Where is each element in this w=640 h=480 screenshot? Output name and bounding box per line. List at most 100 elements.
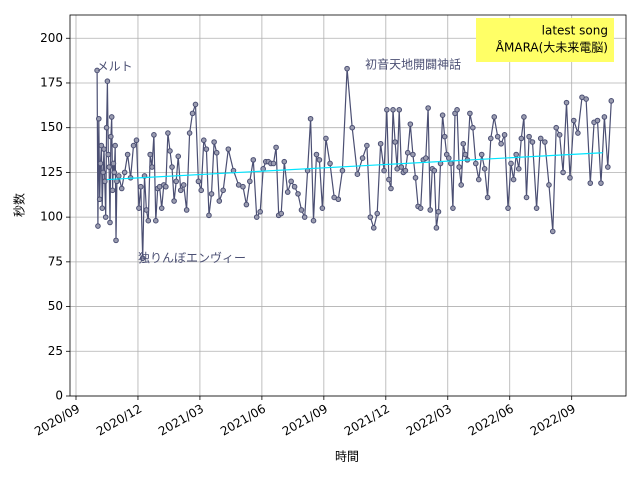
- data-point: [349, 124, 356, 131]
- data-point: [102, 214, 109, 220]
- y-tick-label: 100: [40, 210, 63, 224]
- data-point: [211, 139, 217, 145]
- data-point: [570, 117, 577, 124]
- annotation: メルト: [97, 59, 133, 73]
- data-point: [412, 174, 419, 181]
- data-point: [467, 110, 473, 117]
- x-tick-label: 2021/06: [218, 402, 268, 439]
- data-point: [402, 167, 409, 174]
- data-point: [510, 176, 517, 183]
- data-point: [108, 133, 114, 140]
- data-point: [247, 178, 253, 185]
- data-point: [425, 105, 431, 111]
- data-point: [598, 180, 604, 186]
- data-point: [448, 160, 454, 167]
- y-tick-label: 175: [40, 75, 63, 89]
- data-point: [180, 182, 187, 188]
- annotation: 初音天地開闢神話: [365, 57, 461, 72]
- data-point: [124, 151, 131, 158]
- data-point: [243, 201, 250, 208]
- data-point: [225, 146, 232, 152]
- data-point: [111, 169, 118, 176]
- data-point: [114, 178, 120, 185]
- data-point: [364, 142, 370, 149]
- data-point: [450, 205, 456, 211]
- data-point: [113, 237, 119, 244]
- data-point: [560, 169, 566, 176]
- data-point: [392, 139, 398, 145]
- x-tick-label: 2021/09: [280, 402, 330, 439]
- y-tick-label: 200: [40, 31, 63, 45]
- data-point: [100, 169, 106, 176]
- data-point: [433, 225, 440, 231]
- data-point: [198, 187, 205, 194]
- data-point: [487, 135, 494, 142]
- data-point: [216, 198, 223, 204]
- data-point: [195, 178, 202, 185]
- data-point: [384, 107, 390, 113]
- data-point: [307, 115, 314, 122]
- data-point: [291, 183, 298, 190]
- data-point: [99, 205, 106, 211]
- data-point: [208, 191, 215, 197]
- data-point: [456, 164, 462, 170]
- data-point: [97, 160, 104, 167]
- data-point: [151, 132, 157, 138]
- data-point: [167, 148, 173, 154]
- textbox-line: latest song: [542, 24, 608, 38]
- data-point: [470, 124, 476, 131]
- data-point: [374, 210, 381, 217]
- data-point: [186, 130, 193, 136]
- data-point: [136, 205, 142, 211]
- data-point: [446, 155, 452, 161]
- data-point: [605, 164, 611, 170]
- data-point: [103, 124, 110, 131]
- data-point: [316, 157, 323, 163]
- data-line: [96, 68, 612, 259]
- data-point: [110, 160, 117, 167]
- data-point: [484, 194, 491, 201]
- data-point: [171, 198, 177, 204]
- textbox: [476, 18, 614, 62]
- data-point: [478, 151, 485, 158]
- data-point: [335, 196, 342, 203]
- data-point: [344, 65, 350, 72]
- data-point: [273, 144, 279, 151]
- data-point: [458, 182, 464, 188]
- data-point: [587, 180, 594, 186]
- data-point: [278, 210, 285, 217]
- data-point: [298, 207, 305, 213]
- x-tick-label: 2022/06: [466, 402, 516, 439]
- data-point: [104, 78, 111, 84]
- y-axis-label: 秒数: [12, 193, 27, 217]
- data-point: [165, 130, 171, 136]
- data-point: [112, 142, 118, 149]
- data-point: [163, 183, 169, 190]
- plot-frame: [69, 14, 627, 397]
- data-point: [417, 205, 424, 211]
- data-point: [370, 225, 377, 231]
- data-point: [390, 107, 396, 113]
- data-point: [152, 217, 159, 224]
- data-point: [200, 137, 207, 144]
- data-point: [192, 101, 199, 108]
- data-point: [301, 214, 308, 220]
- y-tick-label: 75: [48, 254, 63, 268]
- x-tick-label: 2022/03: [404, 402, 454, 439]
- data-point: [423, 155, 429, 161]
- data-point: [398, 164, 405, 170]
- data-point: [441, 133, 448, 140]
- data-point: [147, 151, 153, 158]
- data-point: [494, 133, 501, 140]
- y-tick-label: 150: [40, 120, 63, 134]
- data-point: [513, 151, 519, 158]
- data-point: [501, 132, 508, 138]
- data-point: [454, 107, 460, 113]
- data-point: [526, 133, 532, 140]
- data-point: [288, 178, 294, 185]
- data-point: [594, 117, 601, 124]
- data-point: [133, 137, 140, 144]
- data-point: [601, 114, 608, 120]
- data-point: [427, 207, 434, 213]
